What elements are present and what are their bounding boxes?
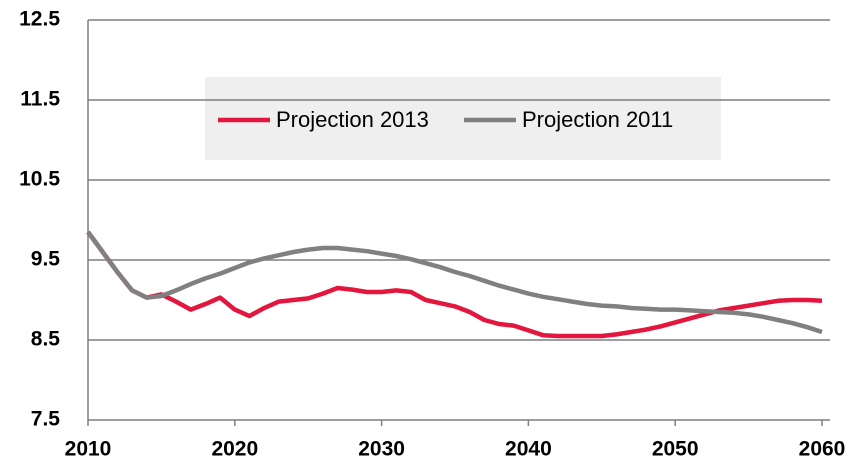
series-line — [86, 230, 823, 339]
x-tick-label: 2040 — [505, 438, 552, 461]
y-tick-label: 11.5 — [20, 88, 60, 111]
x-tick-label: 2060 — [799, 438, 846, 461]
series-line — [86, 230, 823, 335]
x-tick-label: 2010 — [65, 438, 112, 461]
x-tick-label: 2050 — [652, 438, 699, 461]
legend-label: Projection 2011 — [522, 107, 673, 132]
x-tick-label: 2020 — [211, 438, 258, 461]
legend-box — [205, 77, 721, 160]
x-tick-label: 2030 — [358, 438, 405, 461]
y-tick-label: 10.5 — [19, 168, 60, 191]
y-tick-label: 9.5 — [31, 248, 61, 271]
y-tick-label: 7.5 — [31, 408, 61, 431]
y-tick-label: 12.5 — [19, 8, 60, 31]
y-tick-label: 8.5 — [31, 328, 61, 351]
legend-label: Projection 2013 — [276, 107, 429, 132]
